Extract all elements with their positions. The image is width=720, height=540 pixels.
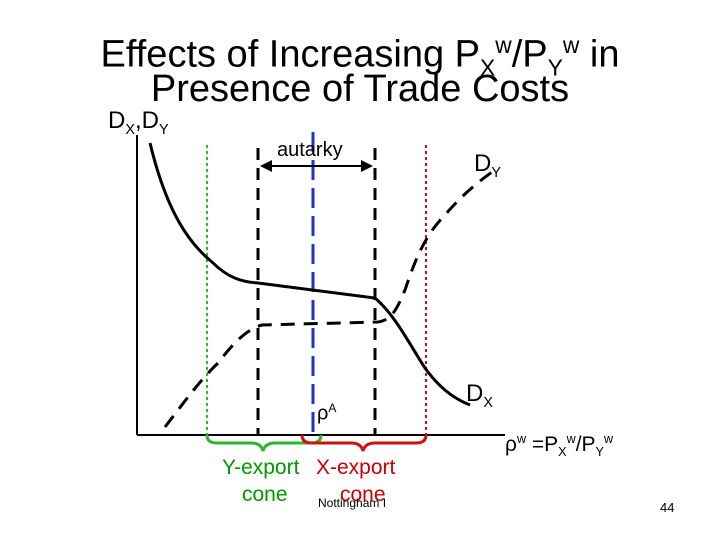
autarky-label: autarky xyxy=(277,139,343,161)
y-export-cone-label-line-2: cone xyxy=(242,483,288,506)
page-number: 44 xyxy=(660,500,675,515)
autarky-arrow-right-head xyxy=(361,160,373,172)
x-export-cone-label-line-2: cone xyxy=(340,483,386,506)
rho-a-label: ρA xyxy=(317,401,337,425)
dx-curve xyxy=(148,142,471,407)
dy-curve xyxy=(163,170,493,428)
slide-title-line-1: Effects of Increasing PXw/PYw in xyxy=(100,32,620,81)
autarky-arrow-left-head xyxy=(260,160,272,172)
x-export-cone-label-line-1: X-export xyxy=(316,456,396,479)
dx-label: DX xyxy=(466,380,493,411)
y-export-cone-label-line-1: Y-export xyxy=(222,456,300,479)
dy-label: DY xyxy=(474,150,501,181)
x-export-cone-brace xyxy=(300,434,428,452)
y-axis-label: DX,DY xyxy=(108,107,169,138)
y-export-cone-brace xyxy=(205,434,323,452)
x-axis-label: ρw =PXw/PYw xyxy=(505,432,614,460)
footer-source: Nottingham I xyxy=(318,496,387,510)
slide-title-line-2: Presence of Trade Costs xyxy=(150,68,570,110)
